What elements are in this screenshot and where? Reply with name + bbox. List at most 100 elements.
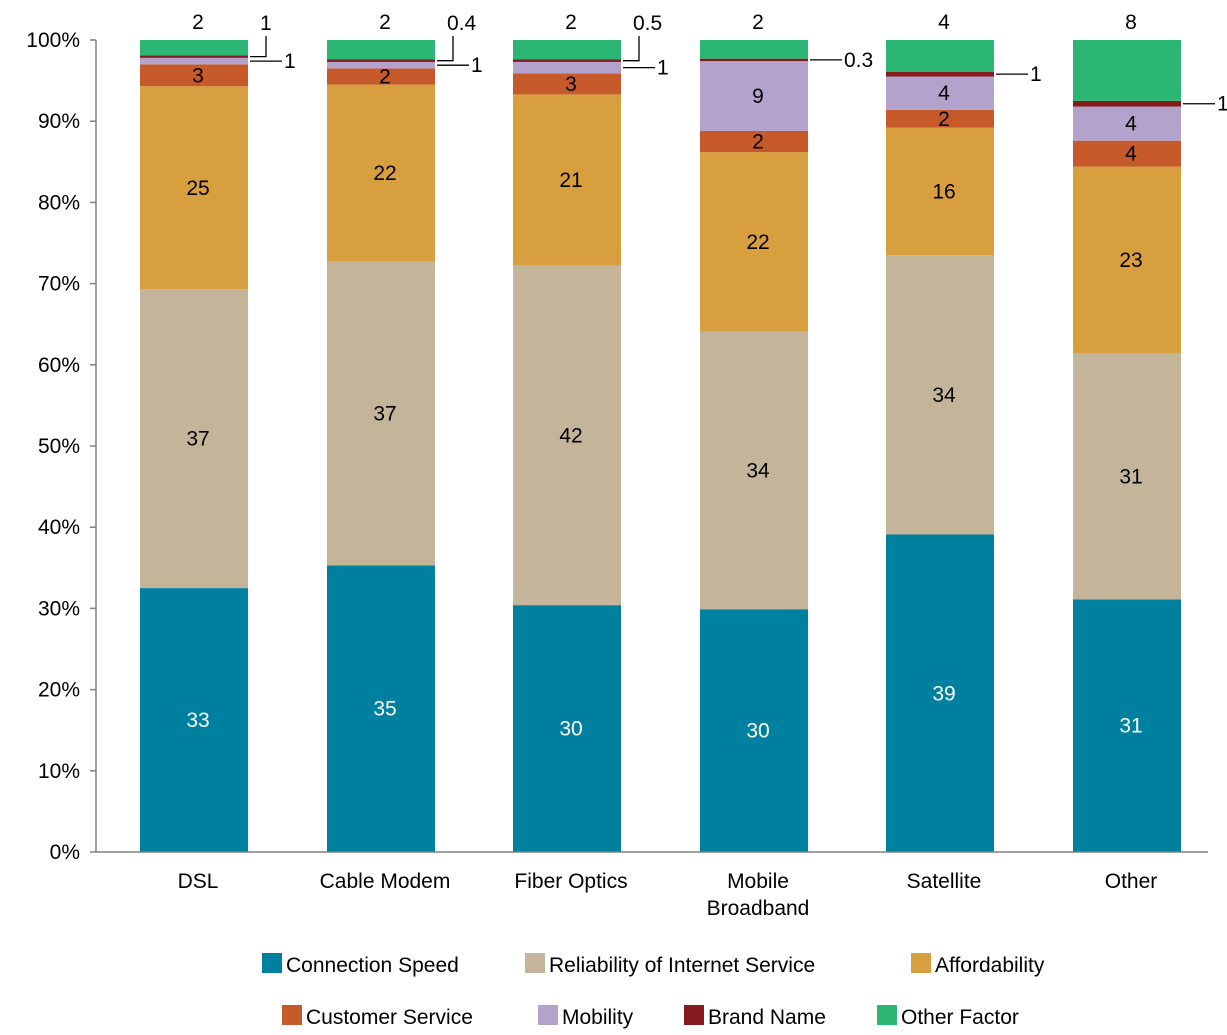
label-fiber-optics-mobility: 1 — [657, 57, 669, 80]
label-satellite-brand-name: 1 — [1030, 63, 1042, 86]
bar-dsl-connection-speed — [140, 588, 248, 852]
bar-other-customer-service — [1073, 140, 1181, 167]
x-tick-label-other: Other — [1105, 870, 1158, 893]
bar-cable-modem-affordability — [327, 84, 435, 262]
bar-mobile-broadband-affordability — [700, 152, 808, 332]
label-other-connection-speed: 31 — [1119, 715, 1142, 738]
y-axis: 0% 10% 20% 30% 40% 50% 60% 70% 80% 90% 100% — [26, 29, 97, 864]
label-other-reliability-of-internet-service: 31 — [1119, 465, 1142, 488]
legend-label-brand-name: Brand Name — [708, 1006, 826, 1029]
label-dsl-reliability-of-internet-service: 37 — [186, 428, 209, 451]
label-mobile-broadband-affordability: 22 — [746, 231, 769, 254]
label-mobile-broadband-other-factor: 2 — [752, 11, 764, 34]
x-tick-label-dsl: DSL — [178, 870, 219, 893]
y-tick-label: 40% — [38, 516, 80, 539]
bar-dsl-affordability — [140, 86, 248, 290]
label-other-other-factor: 8 — [1125, 11, 1137, 34]
bar-satellite-reliability-of-internet-service — [886, 255, 994, 535]
y-tick-label: 30% — [38, 597, 80, 620]
legend-swatch-customer-service — [282, 1005, 302, 1025]
x-tick-label-mobile-broadband: Mobile — [727, 870, 789, 893]
bar-mobile-broadband-mobility — [700, 61, 808, 131]
label-fiber-optics-brand-name: 0.5 — [633, 12, 662, 35]
bar-other-other-factor — [1073, 40, 1181, 101]
bar-cable-modem-customer-service — [327, 68, 435, 85]
bar-dsl-other-factor — [140, 40, 248, 56]
bar-cable-modem-reliability-of-internet-service — [327, 261, 435, 566]
label-satellite-mobility: 4 — [938, 82, 950, 105]
label-other-customer-service: 4 — [1125, 143, 1137, 166]
bar-dsl-brand-name — [140, 55, 248, 58]
label-fiber-optics-reliability-of-internet-service: 42 — [559, 424, 582, 447]
label-cable-modem-connection-speed: 35 — [373, 698, 396, 721]
label-dsl-mobility: 1 — [284, 50, 296, 73]
legend-label-other-factor: Other Factor — [901, 1006, 1019, 1029]
label-satellite-connection-speed: 39 — [932, 682, 955, 705]
y-tick-label: 60% — [38, 354, 80, 377]
bar-other-reliability-of-internet-service — [1073, 353, 1181, 600]
label-satellite-other-factor: 4 — [938, 11, 950, 34]
legend-label-mobility: Mobility — [562, 1006, 634, 1029]
bar-fiber-optics-customer-service — [513, 73, 621, 95]
label-mobile-broadband-customer-service: 2 — [752, 131, 764, 154]
y-tick-label: 100% — [26, 29, 80, 52]
bar-cable-modem-connection-speed — [327, 565, 435, 852]
bar-other-affordability — [1073, 166, 1181, 354]
bar-other-brand-name — [1073, 100, 1181, 107]
label-mobile-broadband-mobility: 9 — [752, 85, 764, 108]
label-mobile-broadband-brand-name: 0.3 — [844, 49, 873, 72]
legend-label-reliability-of-internet-service: Reliability of Internet Service — [549, 954, 815, 977]
bar-cable-modem-mobility — [327, 61, 435, 69]
bar-cable-modem-brand-name — [327, 59, 435, 62]
leader-fiber-optics-brand-name — [623, 36, 640, 62]
label-other-brand-name: 1 — [1217, 93, 1227, 116]
bar-other-mobility — [1073, 106, 1181, 141]
x-tick-label-mobile-broadband: Broadband — [707, 897, 810, 920]
bar-dsl-reliability-of-internet-service — [140, 289, 248, 589]
y-tick-label: 80% — [38, 191, 80, 214]
bar-mobile-broadband-brand-name — [700, 58, 808, 62]
bar-fiber-optics-other-factor — [513, 40, 621, 60]
legend-swatch-affordability — [911, 953, 931, 973]
bar-mobile-broadband-reliability-of-internet-service — [700, 331, 808, 610]
legend-label-customer-service: Customer Service — [306, 1006, 473, 1029]
label-cable-modem-customer-service: 2 — [379, 66, 391, 89]
label-dsl-customer-service: 3 — [192, 64, 204, 87]
segment-labels-group: 3337253235372222304221323034222923934162… — [186, 11, 1142, 743]
legend-swatch-brand-name — [684, 1005, 704, 1025]
label-cable-modem-reliability-of-internet-service: 37 — [373, 403, 396, 426]
y-tick-label: 90% — [38, 110, 80, 133]
label-cable-modem-affordability: 22 — [373, 162, 396, 185]
bar-satellite-brand-name — [886, 71, 994, 77]
label-dsl-other-factor: 2 — [192, 11, 204, 34]
bars-group — [140, 40, 1181, 852]
bar-satellite-affordability — [886, 127, 994, 256]
label-fiber-optics-affordability: 21 — [559, 169, 582, 192]
y-tick-label: 50% — [38, 435, 80, 458]
bar-mobile-broadband-connection-speed — [700, 609, 808, 852]
label-fiber-optics-other-factor: 2 — [565, 11, 577, 34]
label-cable-modem-other-factor: 2 — [379, 11, 391, 34]
label-dsl-brand-name: 1 — [260, 12, 272, 35]
bar-satellite-mobility — [886, 76, 994, 110]
bar-satellite-customer-service — [886, 109, 994, 128]
bar-fiber-optics-brand-name — [513, 59, 621, 62]
bar-fiber-optics-connection-speed — [513, 605, 621, 852]
x-tick-label-satellite: Satellite — [907, 870, 982, 893]
label-mobile-broadband-reliability-of-internet-service: 34 — [746, 459, 770, 482]
bar-fiber-optics-affordability — [513, 94, 621, 266]
legend: Connection Speed Reliability of Internet … — [262, 953, 1045, 1029]
bar-fiber-optics-reliability-of-internet-service — [513, 265, 621, 606]
legend-swatch-reliability-of-internet-service — [525, 953, 545, 973]
legend-swatch-mobility — [538, 1005, 558, 1025]
label-dsl-affordability: 25 — [186, 177, 209, 200]
label-other-affordability: 23 — [1119, 249, 1142, 272]
label-satellite-reliability-of-internet-service: 34 — [932, 384, 956, 407]
y-tick-label: 10% — [38, 760, 80, 783]
label-cable-modem-mobility: 1 — [471, 54, 483, 77]
y-tick-label: 20% — [38, 679, 80, 702]
x-tick-label-fiber-optics: Fiber Optics — [514, 870, 627, 893]
bar-fiber-optics-mobility — [513, 61, 621, 74]
